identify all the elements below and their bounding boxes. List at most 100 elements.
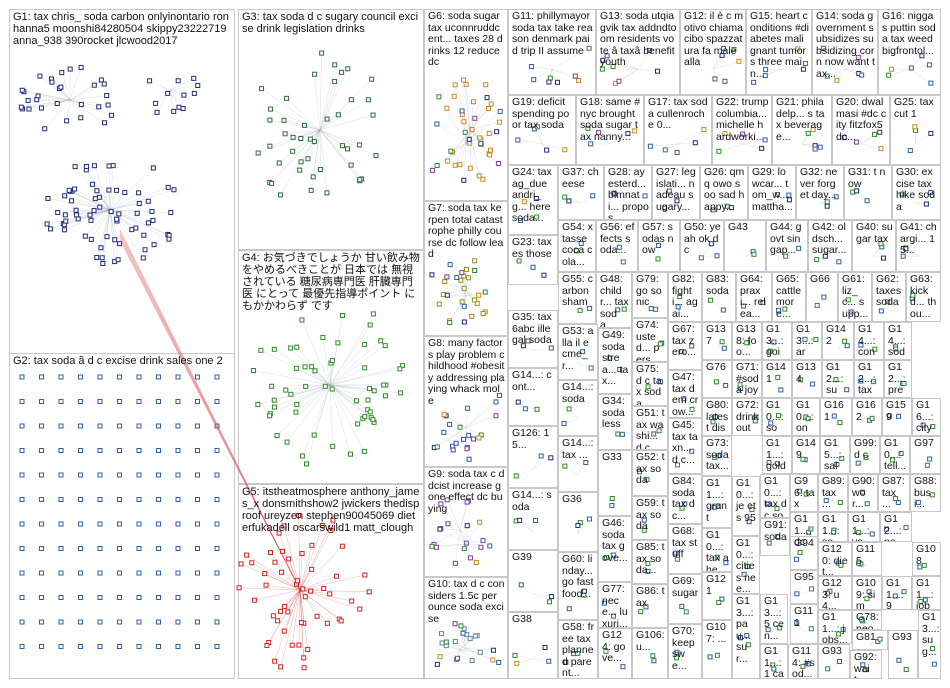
node [824,73,830,79]
node [324,116,330,122]
node [136,644,142,649]
edge [319,64,335,131]
node [267,413,273,419]
edge [439,648,467,657]
node [367,322,373,328]
edge [612,66,639,70]
node [175,644,181,649]
node [321,586,327,592]
group-G76: G51: tax washi... d c... [632,406,668,450]
group-label: G73: soda tax... [706,437,729,472]
node [58,472,64,478]
node [97,472,103,478]
node [39,546,44,551]
node [751,79,757,85]
node [464,446,470,452]
edge [299,589,302,623]
node [467,636,473,642]
edge [109,209,115,240]
edge [454,129,471,166]
edge [299,575,337,591]
node [763,67,769,73]
node [657,341,663,347]
node [810,381,816,387]
group-G50: G50: yeah ok dc [680,220,724,272]
node [599,66,605,72]
node [91,163,97,169]
node [19,87,25,93]
edge [69,99,109,106]
edge [280,589,301,667]
group-G78: G124: gove... [598,628,632,679]
node [562,147,568,153]
group-G22: G22: trump columbia... michelle hardwork… [712,95,772,165]
node [848,309,854,315]
node [58,546,64,551]
edge [532,593,550,603]
group-G91: G91: soda [760,518,790,556]
node [548,345,554,351]
node [821,294,827,300]
node [366,589,372,595]
group-label: G81 [856,631,876,643]
node [117,570,122,576]
node [434,444,440,450]
group-label: G49: soda strea... tax... [602,329,629,387]
node [328,528,334,534]
edge [463,143,467,181]
group-label: G97 [914,437,934,449]
edge [21,99,71,108]
node [923,201,929,207]
group-label: G14...: cont... [512,369,552,393]
node [317,166,323,172]
node [869,531,875,537]
node [544,147,550,153]
node [723,382,729,388]
node [19,472,25,478]
node [44,221,50,227]
edge [329,384,374,420]
group-label: G39 [512,551,532,563]
node [272,559,278,565]
group-label: G9: soda tax c d dcist increase gone eff… [428,468,505,515]
group-label: G12: il è c motivo chiama cibo spazzatur… [684,10,743,68]
node [272,658,278,664]
node [49,79,55,85]
group-G44: G44: govt singap... [766,220,808,272]
node [357,606,363,612]
edge [279,129,321,164]
group-label: G134 [796,361,816,385]
edge [109,209,119,260]
node [348,451,354,457]
edge [310,129,321,191]
node [58,644,64,649]
group-G13: G13: soda utqiagvik tax addndtoom reside… [596,9,680,95]
node [244,552,250,558]
edge [298,515,301,591]
node [39,399,44,404]
edge [23,91,71,101]
group-label: G13...: arg... [796,323,814,359]
node [67,66,73,72]
node [136,399,142,404]
edge [109,165,114,211]
edge [319,129,360,181]
group-label: G11...: sou... [822,513,840,542]
node [175,619,181,625]
edge [771,199,790,204]
node [496,659,502,665]
node [713,379,719,385]
group-G138: G138: foo... [732,322,762,360]
node [397,366,403,372]
group-G67: G67: tax zero... [668,322,702,370]
node [892,495,898,501]
node [651,658,657,664]
edge [431,543,467,547]
group-G105: G10...: je et s 95 [732,476,760,536]
edge [286,98,321,131]
node [863,667,869,673]
group-G24: G24: tax ag_due andri_g... here soda... [508,165,558,235]
edge [459,649,481,653]
edge [38,95,71,101]
group-label: G79: go sonic [636,273,662,308]
